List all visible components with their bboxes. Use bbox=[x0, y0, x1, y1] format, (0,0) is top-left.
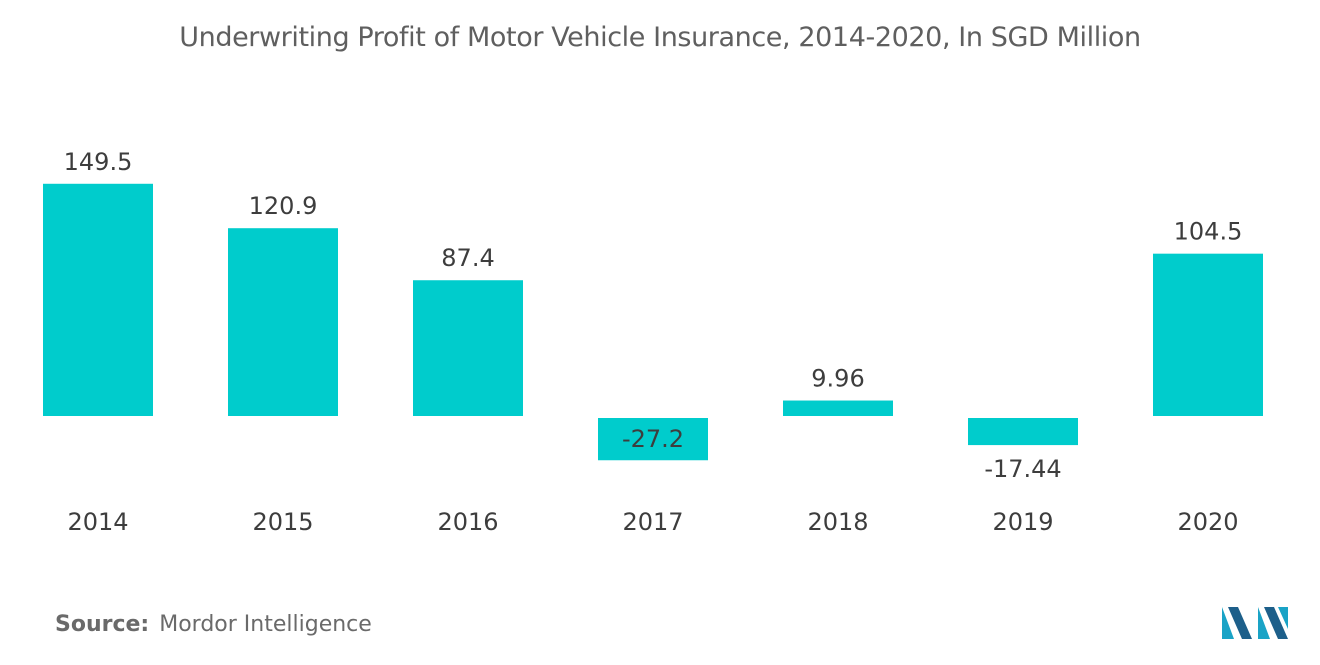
source-note: Source: Mordor Intelligence bbox=[55, 612, 372, 637]
bar-2014 bbox=[43, 183, 153, 416]
data-label-2016: 87.4 bbox=[441, 244, 494, 272]
bar-2019 bbox=[968, 418, 1078, 446]
x-tick-label-2016: 2016 bbox=[437, 508, 498, 536]
source-label: Source: bbox=[55, 612, 150, 637]
x-tick-label-2015: 2015 bbox=[252, 508, 313, 536]
x-tick-label-2020: 2020 bbox=[1177, 508, 1238, 536]
x-tick-label-2018: 2018 bbox=[807, 508, 868, 536]
data-label-2014: 149.5 bbox=[64, 148, 133, 176]
data-label-2018: 9.96 bbox=[811, 365, 864, 393]
bar-2020 bbox=[1153, 253, 1263, 416]
bar-2015 bbox=[228, 228, 338, 416]
bar-2018 bbox=[783, 400, 893, 416]
data-label-2017: -27.2 bbox=[622, 425, 684, 453]
data-label-2019: -17.44 bbox=[984, 455, 1061, 483]
x-tick-label-2014: 2014 bbox=[67, 508, 128, 536]
data-label-2020: 104.5 bbox=[1174, 218, 1243, 246]
chart-title: Underwriting Profit of Motor Vehicle Ins… bbox=[179, 22, 1141, 53]
source-text: Mordor Intelligence bbox=[159, 612, 372, 637]
bar-chart: 149.5 2014 120.9 2015 87.4 2016 -27.2 2017 9.96 2… bbox=[43, 148, 1263, 536]
x-tick-label-2017: 2017 bbox=[622, 508, 683, 536]
bar-2016 bbox=[413, 280, 523, 416]
bar-2017 bbox=[598, 418, 708, 461]
x-tick-label-2019: 2019 bbox=[992, 508, 1053, 536]
data-label-2015: 120.9 bbox=[249, 192, 318, 220]
mordor-intelligence-logo-icon bbox=[1222, 607, 1288, 639]
